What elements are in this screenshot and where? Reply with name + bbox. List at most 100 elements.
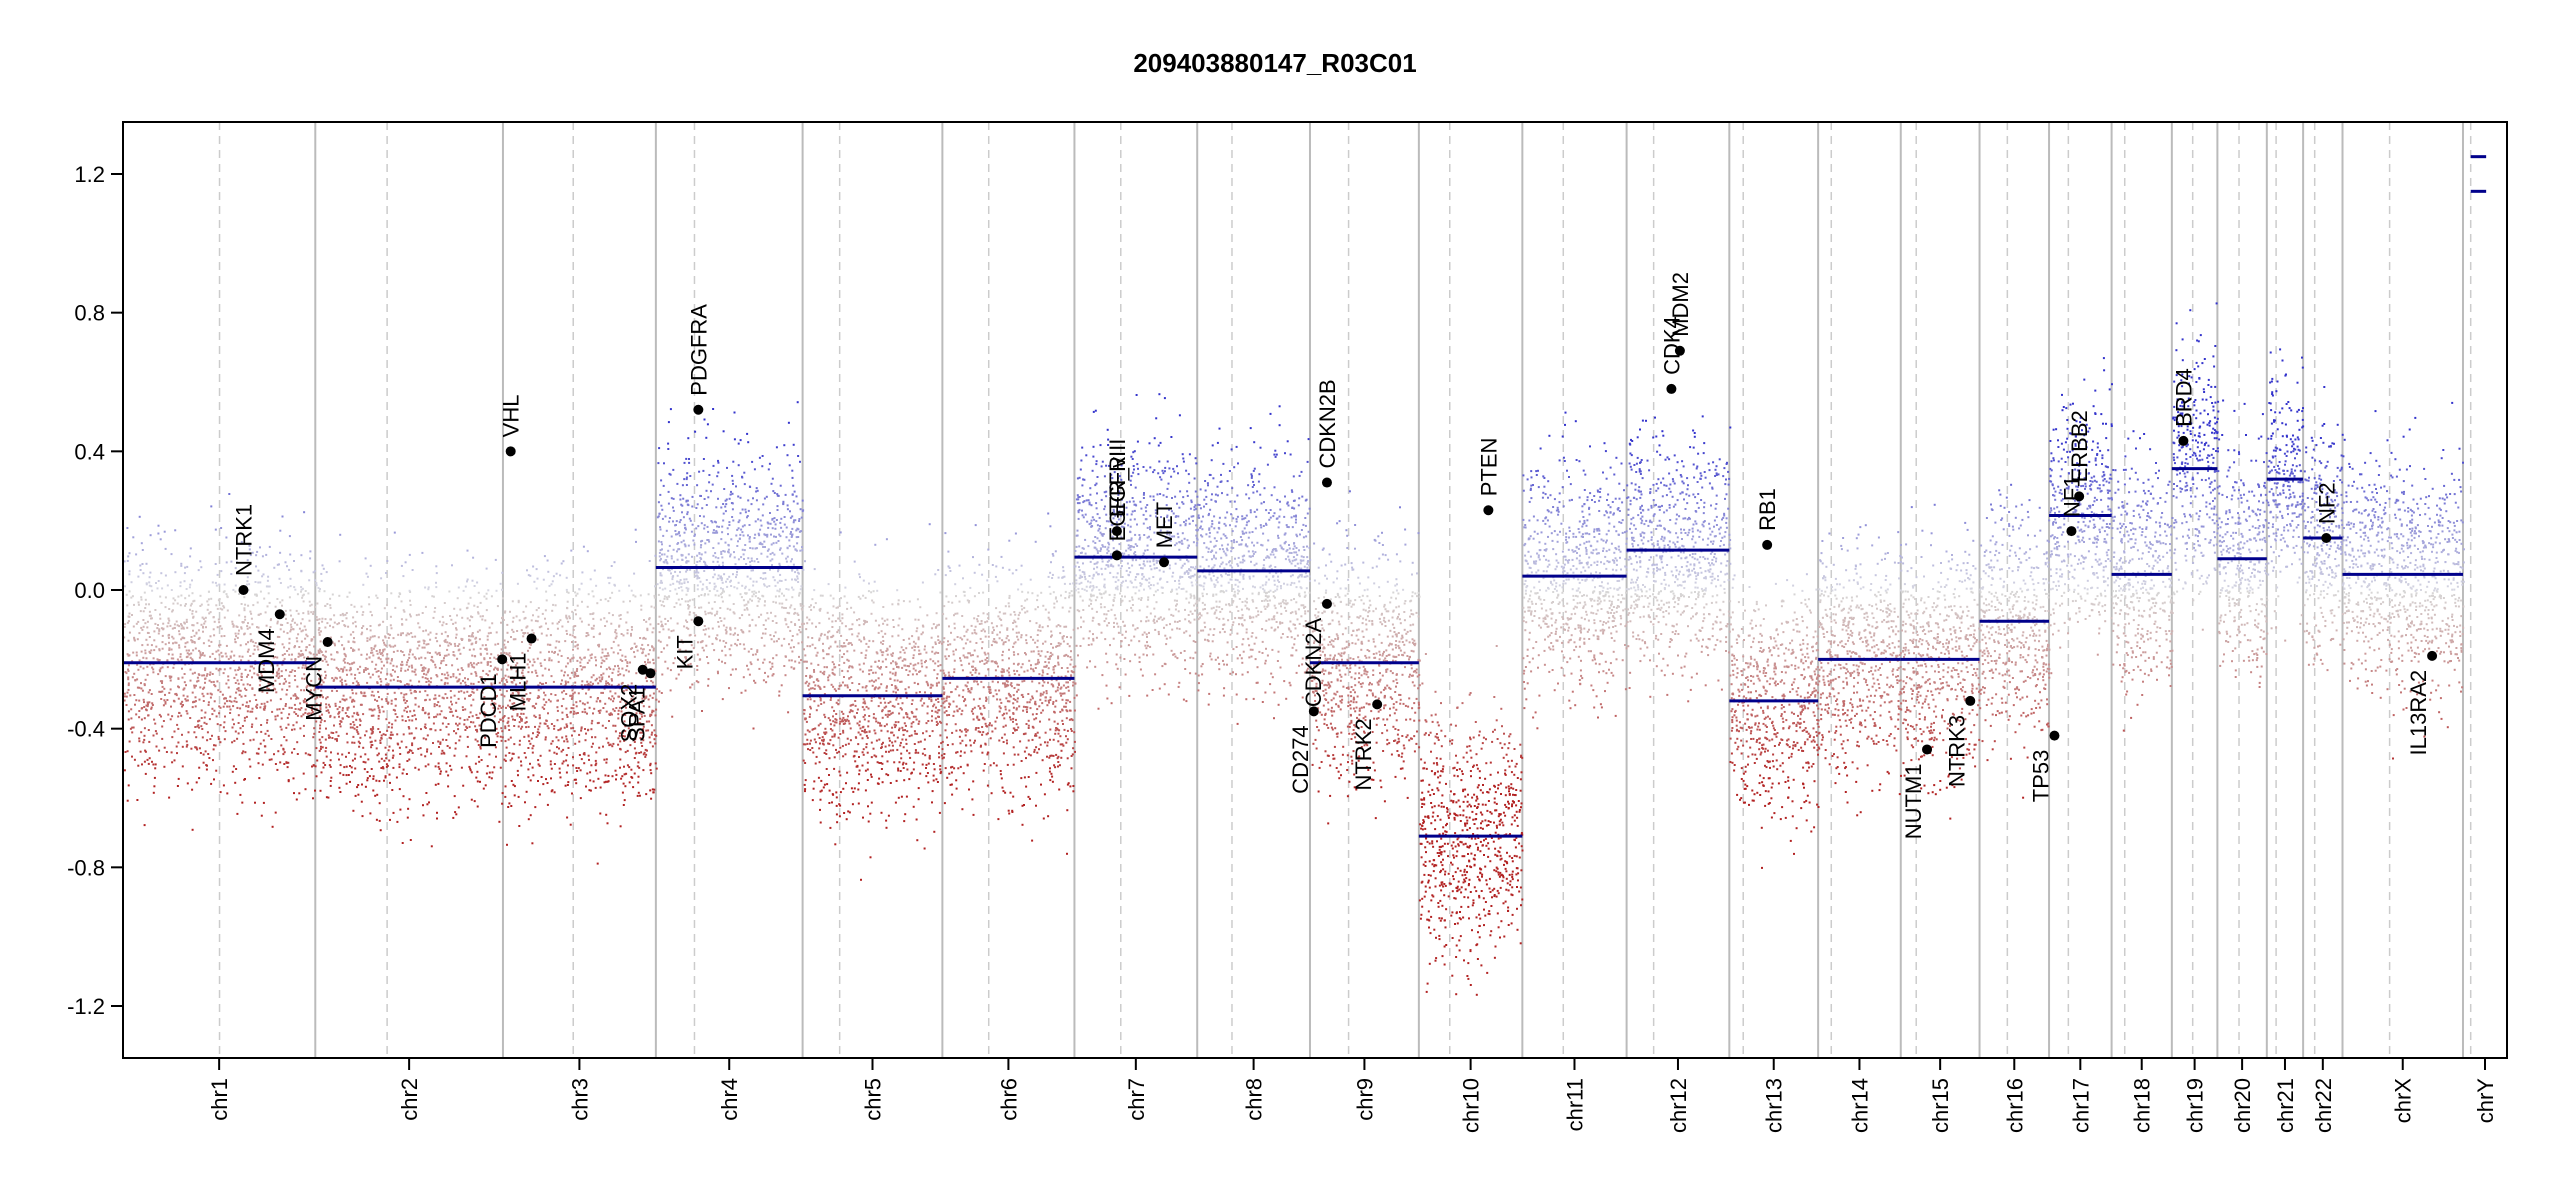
probe-point	[147, 729, 150, 731]
probe-point	[226, 705, 229, 708]
probe-point	[433, 705, 436, 708]
probe-point	[696, 588, 699, 591]
probe-point	[653, 668, 656, 671]
probe-point	[613, 697, 615, 700]
probe-point	[574, 778, 577, 781]
probe-point	[178, 646, 181, 649]
probe-point	[400, 632, 403, 635]
probe-point	[457, 649, 460, 652]
probe-point	[189, 656, 192, 659]
probe-point	[212, 616, 215, 619]
probe-point	[633, 572, 636, 575]
probe-point	[661, 548, 663, 551]
probe-point	[829, 699, 832, 701]
probe-point	[679, 494, 682, 497]
probe-point	[797, 571, 800, 574]
probe-point	[325, 727, 327, 730]
probe-point	[388, 773, 391, 776]
probe-point	[244, 668, 247, 671]
probe-point	[212, 680, 215, 683]
probe-point	[664, 660, 667, 663]
probe-point	[473, 800, 476, 803]
probe-point	[465, 725, 468, 728]
probe-point	[545, 682, 547, 684]
probe-point	[485, 647, 488, 650]
probe-point	[339, 764, 342, 767]
probe-point	[390, 702, 393, 705]
probe-point	[294, 645, 296, 648]
probe-point	[500, 707, 503, 709]
probe-point	[504, 754, 507, 757]
probe-point	[557, 653, 559, 656]
probe-point	[315, 616, 318, 618]
probe-point	[282, 682, 285, 685]
probe-point	[669, 617, 672, 620]
probe-point	[380, 767, 383, 769]
probe-point	[297, 633, 300, 636]
probe-point	[473, 585, 476, 587]
probe-point	[516, 630, 519, 632]
probe-point	[123, 769, 126, 772]
probe-point	[791, 596, 794, 599]
probe-point	[662, 600, 665, 603]
probe-point	[798, 626, 801, 628]
probe-point	[561, 625, 564, 628]
probe-point	[194, 696, 197, 699]
probe-point	[741, 475, 743, 478]
probe-point	[716, 525, 719, 528]
probe-point	[370, 768, 373, 770]
probe-point	[149, 652, 152, 654]
probe-point	[717, 471, 720, 474]
probe-point	[158, 659, 161, 661]
probe-point	[248, 626, 251, 629]
probe-point	[788, 464, 791, 467]
probe-point	[303, 673, 306, 676]
probe-point	[296, 753, 299, 755]
probe-point	[781, 602, 784, 605]
probe-point	[633, 651, 635, 654]
probe-point	[247, 622, 249, 625]
probe-point	[641, 715, 643, 718]
probe-point	[408, 589, 411, 592]
probe-point	[217, 649, 220, 652]
probe-point	[913, 681, 916, 684]
probe-point	[222, 705, 225, 708]
probe-point	[760, 552, 763, 555]
probe-point	[588, 659, 591, 662]
probe-point	[473, 604, 476, 607]
probe-point	[181, 705, 183, 708]
probe-point	[726, 585, 729, 588]
probe-point	[379, 678, 382, 680]
probe-point	[138, 659, 141, 662]
probe-point	[123, 560, 126, 563]
probe-point	[180, 594, 183, 597]
probe-point	[269, 683, 271, 686]
probe-point	[525, 626, 528, 629]
probe-point	[926, 712, 929, 715]
probe-point	[364, 785, 367, 788]
probe-point	[798, 592, 801, 595]
probe-point	[318, 618, 321, 621]
probe-point	[686, 472, 689, 475]
probe-point	[529, 779, 532, 782]
probe-point	[594, 786, 597, 789]
probe-point	[531, 751, 534, 754]
probe-point	[137, 668, 140, 671]
probe-point	[479, 652, 482, 655]
probe-point	[791, 493, 794, 496]
probe-point	[752, 653, 755, 656]
probe-point	[591, 736, 593, 739]
probe-point	[801, 499, 804, 502]
probe-point	[455, 676, 458, 679]
probe-point	[417, 705, 420, 708]
probe-point	[302, 612, 305, 615]
probe-point	[536, 657, 539, 660]
probe-point	[716, 610, 719, 613]
probe-point	[652, 649, 655, 652]
probe-point	[782, 503, 785, 506]
probe-point	[328, 764, 331, 767]
probe-point	[178, 625, 181, 628]
probe-point	[543, 691, 545, 694]
probe-point	[467, 678, 469, 681]
probe-point	[529, 814, 532, 817]
